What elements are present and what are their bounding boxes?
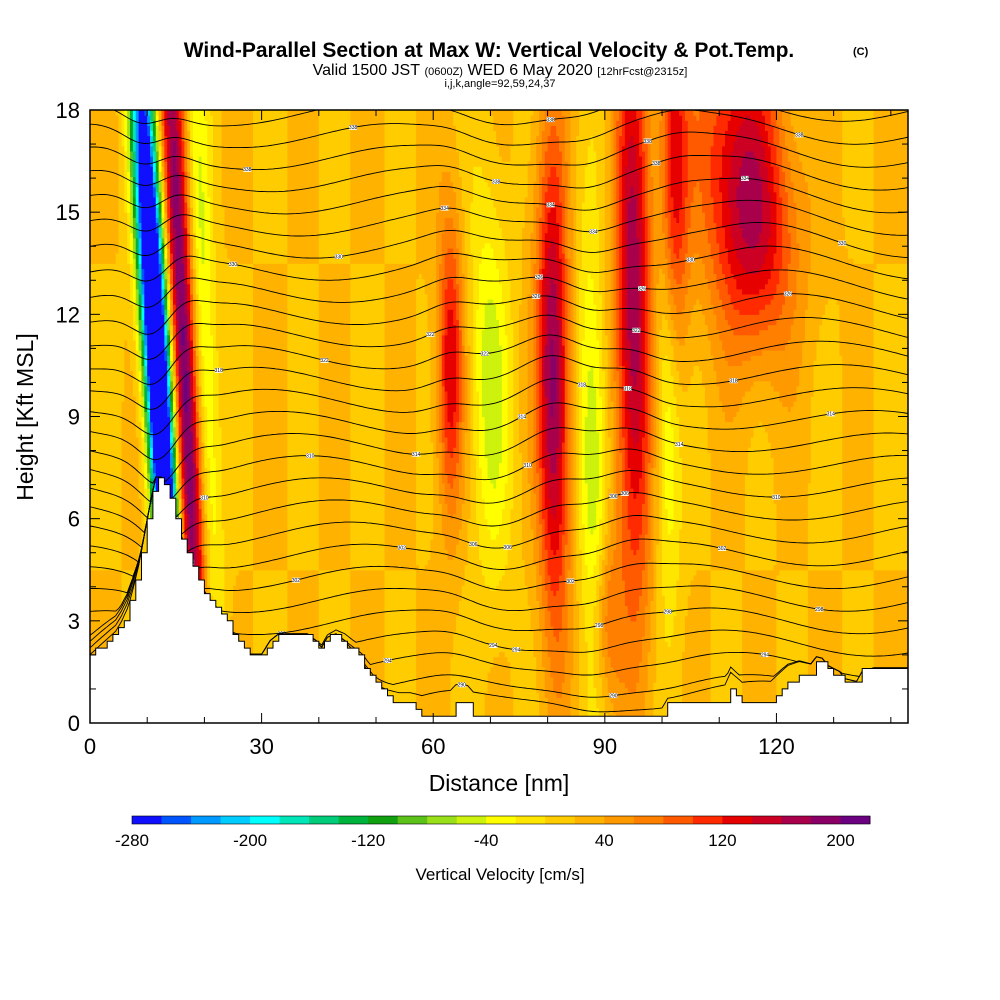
chart-title: Wind-Parallel Section at Max W: Vertical… bbox=[184, 39, 795, 62]
cross-section-figure: Wind-Parallel Section at Max W: Vertical… bbox=[0, 0, 1000, 1000]
copyright-mark: (C) bbox=[853, 46, 869, 58]
grid-index-note: i,j,k,angle=92,59,24,37 bbox=[444, 78, 555, 90]
chart-subtitle: Valid 1500 JST (0600Z) WED 6 May 2020 [1… bbox=[313, 62, 688, 79]
